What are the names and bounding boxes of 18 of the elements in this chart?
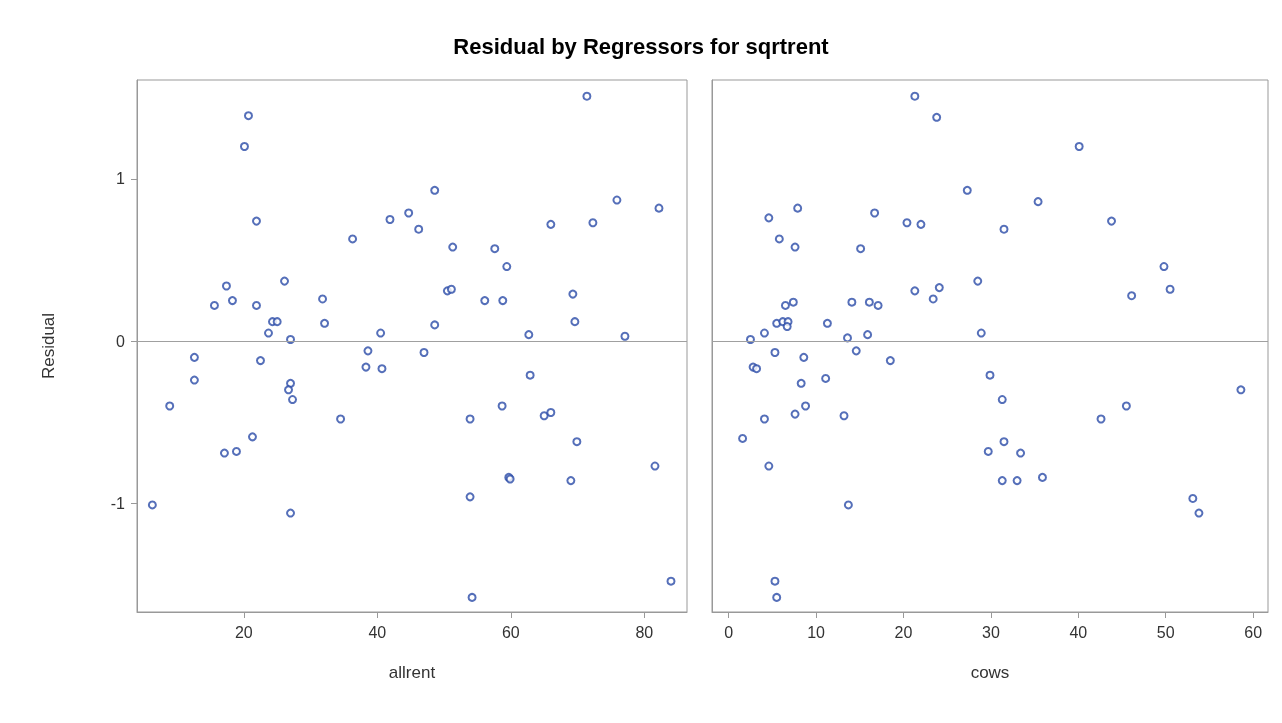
x-tick-label: 40 <box>1069 623 1088 641</box>
x-tick-label: 60 <box>501 623 520 641</box>
x-tick-label: 80 <box>635 623 654 641</box>
x-tick-label: 20 <box>894 623 913 641</box>
x-axis-title: allrent <box>388 663 436 682</box>
x-tick-label: 40 <box>368 623 387 641</box>
x-tick-label: 20 <box>234 623 253 641</box>
x-tick-label: 10 <box>807 623 826 641</box>
y-tick-label: -1 <box>110 494 126 512</box>
x-axis-title: cows <box>970 663 1010 682</box>
y-tick-label: 1 <box>116 170 126 188</box>
x-tick-label: 0 <box>724 623 734 641</box>
y-tick-label: 0 <box>116 332 126 350</box>
y-axis-title: Residual <box>39 312 58 380</box>
x-tick-label: 30 <box>981 623 1000 641</box>
x-tick-label: 60 <box>1244 623 1263 641</box>
chart-title: Residual by Regressors for sqrtrent <box>452 34 830 60</box>
x-tick-label: 50 <box>1156 623 1175 641</box>
